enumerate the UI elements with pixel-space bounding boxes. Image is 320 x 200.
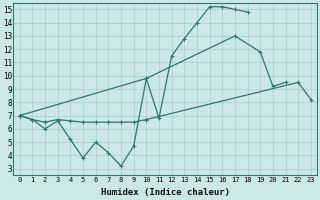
X-axis label: Humidex (Indice chaleur): Humidex (Indice chaleur): [101, 188, 230, 197]
